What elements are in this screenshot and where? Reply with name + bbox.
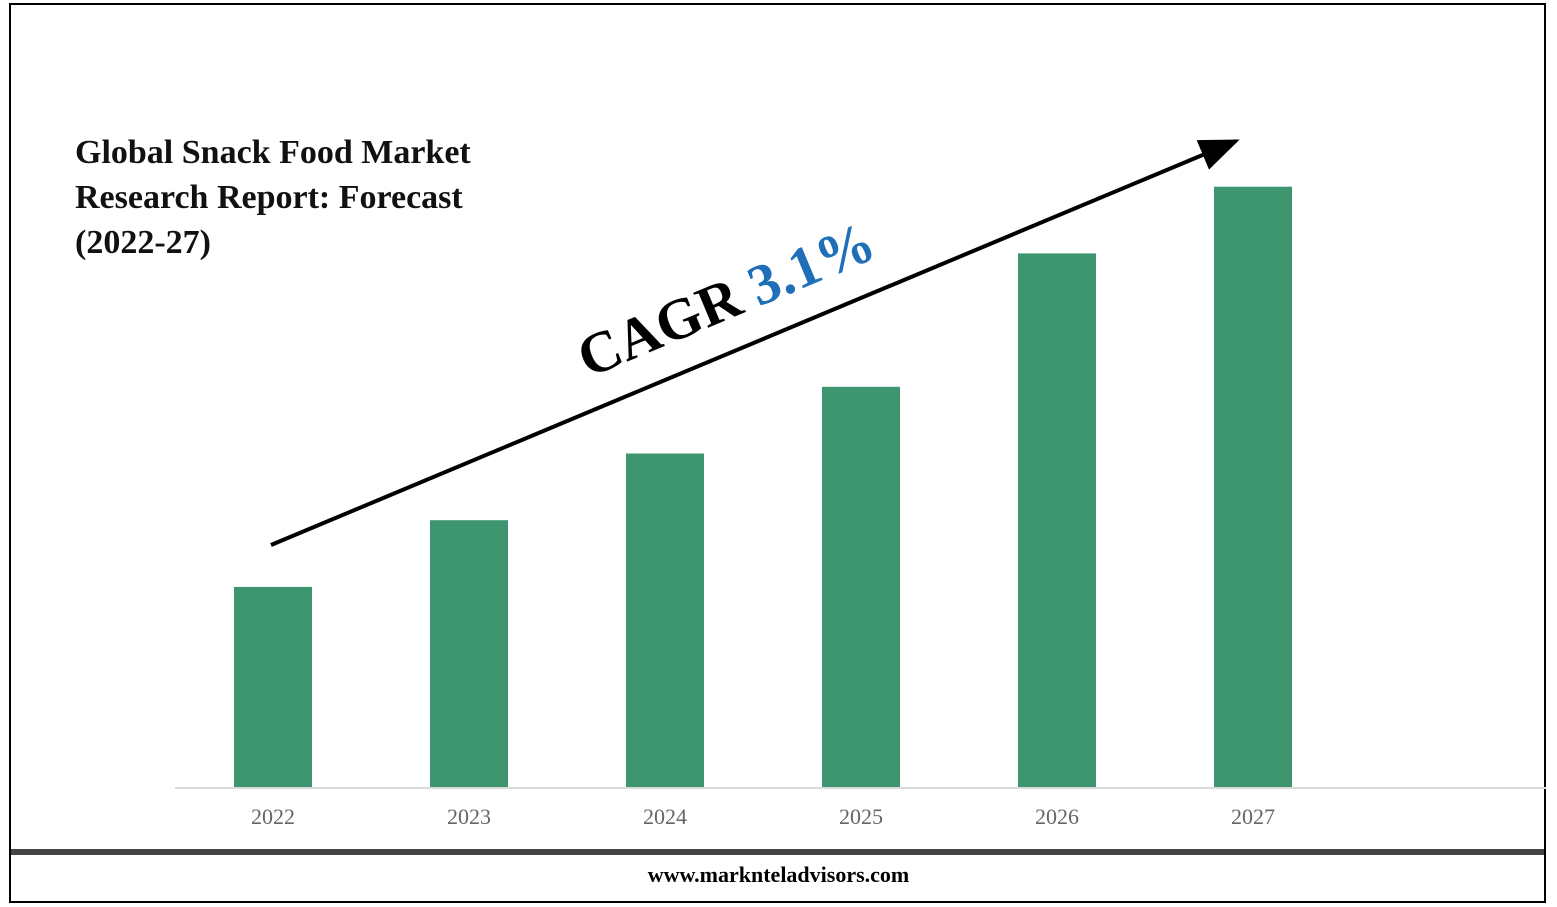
title-line-3: (2022-27) bbox=[75, 224, 211, 261]
x-tick-label-2023: 2023 bbox=[447, 804, 491, 829]
x-tick-label-2026: 2026 bbox=[1035, 804, 1079, 829]
x-tick-label-2022: 2022 bbox=[251, 804, 295, 829]
bar-2024 bbox=[626, 453, 704, 787]
website-footer: www.marknteladvisors.com bbox=[647, 862, 910, 887]
x-tick-group: 2022 2023 2024 2025 2026 2027 bbox=[251, 804, 1275, 829]
x-tick-label-2025: 2025 bbox=[839, 804, 883, 829]
x-tick-label-2027: 2027 bbox=[1231, 804, 1275, 829]
chart-title: Global Snack Food Market Research Report… bbox=[75, 130, 595, 265]
cagr-annotation: CAGR3.1% bbox=[568, 208, 884, 390]
cagr-value: 3.1% bbox=[738, 208, 883, 318]
bar-2022 bbox=[234, 586, 312, 787]
title-line-1: Global Snack Food Market bbox=[75, 134, 471, 171]
x-tick-label-2024: 2024 bbox=[643, 804, 687, 829]
bar-2025 bbox=[822, 386, 900, 787]
bar-2023 bbox=[430, 520, 508, 787]
bar-2027 bbox=[1214, 186, 1292, 787]
trend-arrow bbox=[270, 139, 1240, 547]
bar-2026 bbox=[1018, 253, 1096, 787]
cagr-prefix: CAGR bbox=[568, 264, 752, 390]
bar-group bbox=[234, 186, 1292, 787]
title-line-2: Research Report: Forecast bbox=[75, 179, 463, 216]
footer-divider bbox=[11, 849, 1544, 855]
